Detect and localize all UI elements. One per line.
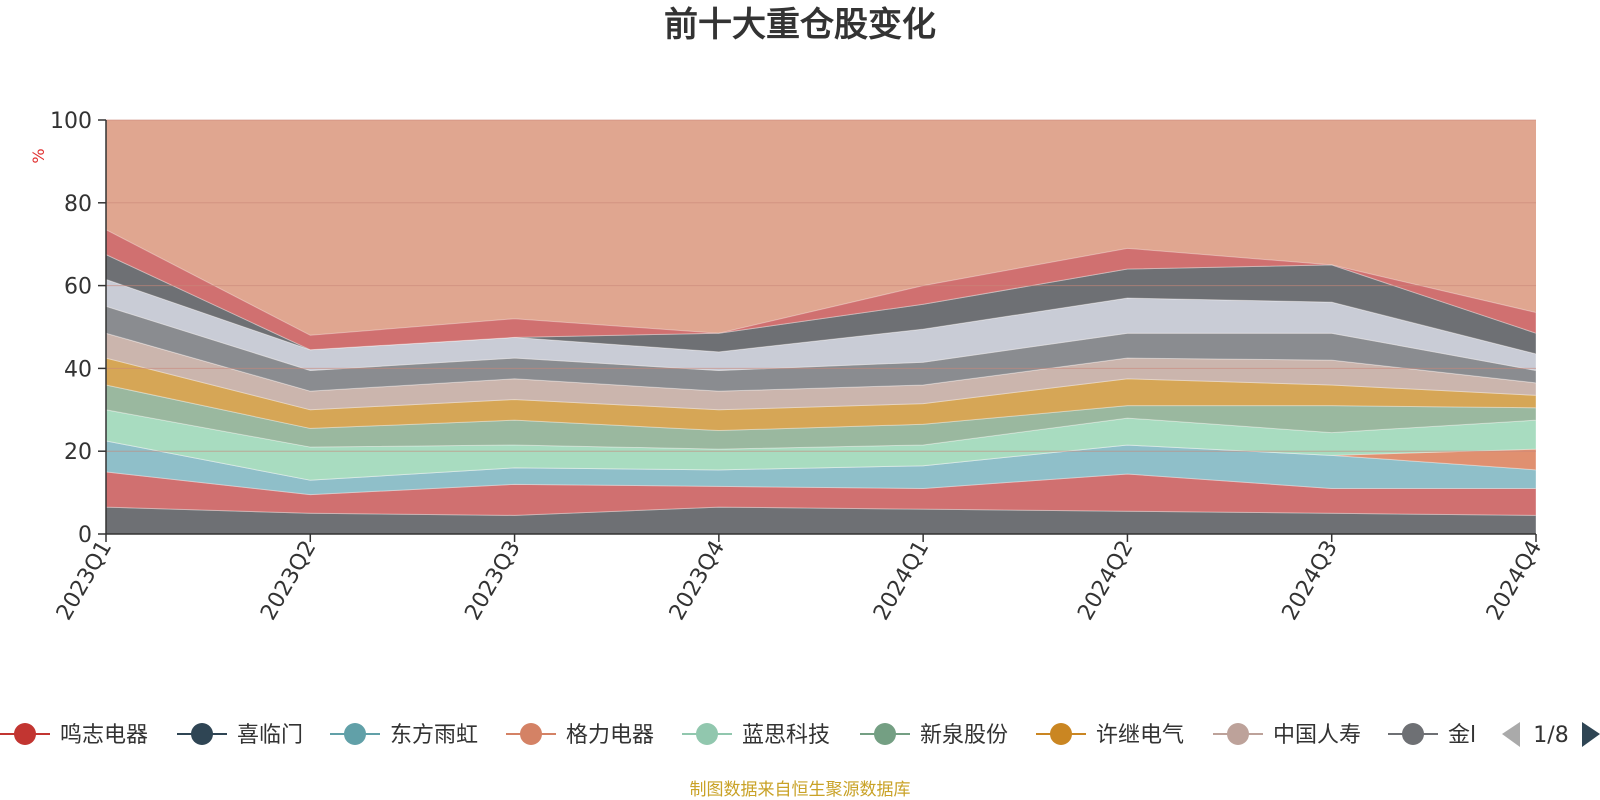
area-layer-1 (105, 471, 1537, 516)
area-layer-2 (105, 440, 1537, 496)
area-layer-4 (105, 409, 1537, 481)
plot-area (105, 120, 1537, 535)
area-layer-3 (105, 440, 1537, 481)
data-source-footer: 制图数据来自恒生聚源数据库 (690, 780, 911, 800)
chart-title: 前十大重仓股变化 (664, 5, 936, 45)
legend-prev-page-icon[interactable] (1502, 722, 1520, 747)
y-tick-label-20: 20 (64, 440, 92, 465)
y-tick-label-0: 0 (78, 523, 92, 548)
area-layer-9 (105, 278, 1537, 372)
legend-label: 格力电器 (566, 723, 654, 748)
legend-next-page-icon[interactable] (1582, 722, 1600, 747)
legend-marker (14, 723, 36, 745)
legend-item-鸣志电器[interactable]: 鸣志电器 (0, 723, 148, 748)
y-tick-label-80: 80 (64, 192, 92, 217)
legend-page-indicator: 1/8 (1533, 723, 1568, 748)
legend-item-许继电气[interactable]: 许继电气 (1036, 723, 1184, 748)
legend-marker (696, 723, 718, 745)
x-tick-label-2024Q1: 2024Q1 (869, 537, 934, 625)
legend-item-喜临门[interactable]: 喜临门 (177, 723, 303, 748)
legend-label: 东方雨虹 (390, 723, 478, 748)
legend-label: 鸣志电器 (60, 723, 148, 748)
y-tick-label-60: 60 (64, 275, 92, 300)
legend-label: 金l (1448, 723, 1476, 748)
area-layer-6 (105, 357, 1537, 432)
legend-item-新泉股份[interactable]: 新泉股份 (860, 723, 1008, 748)
x-tick-label-2023Q2: 2023Q2 (256, 537, 321, 625)
y-tick-label-40: 40 (64, 357, 92, 382)
legend: 鸣志电器 喜临门 东方雨虹 格力电器 蓝思科技 新泉股份 许继电气 中国人寿 金l 1/8 (0, 722, 1600, 748)
legend-label: 喜临门 (237, 723, 303, 748)
y-axis-unit: % (29, 148, 48, 163)
area-layer-5 (105, 384, 1537, 450)
x-tick-label-2023Q3: 2023Q3 (460, 537, 525, 625)
area-layer-11 (105, 228, 1537, 351)
legend-marker (1402, 723, 1424, 745)
legend-label: 中国人寿 (1273, 723, 1361, 748)
area-layer-7 (105, 332, 1537, 411)
legend-marker (1050, 723, 1072, 745)
area-layer-8 (105, 305, 1537, 392)
legend-item-金l[interactable]: 金l (1388, 723, 1476, 748)
x-tick-label-2024Q3: 2024Q3 (1278, 537, 1343, 625)
legend-label: 许继电气 (1096, 723, 1184, 748)
legend-item-蓝思科技[interactable]: 蓝思科技 (682, 723, 830, 748)
x-tick-label-2024Q2: 2024Q2 (1073, 537, 1138, 625)
legend-marker (191, 723, 213, 745)
x-tick-label-2024Q4: 2024Q4 (1482, 537, 1547, 625)
legend-marker (520, 723, 542, 745)
legend-marker (1227, 723, 1249, 745)
legend-marker (874, 723, 896, 745)
legend-marker (344, 723, 366, 745)
legend-label: 蓝思科技 (742, 723, 830, 748)
y-tick-label-100: 100 (50, 109, 92, 134)
x-tick-label-2023Q1: 2023Q1 (52, 537, 117, 625)
legend-label: 新泉股份 (920, 723, 1008, 748)
legend-item-中国人寿[interactable]: 中国人寿 (1213, 723, 1361, 748)
legend-item-东方雨虹[interactable]: 东方雨虹 (330, 723, 478, 748)
x-tick-label-2023Q4: 2023Q4 (665, 537, 730, 625)
legend-item-格力电器[interactable]: 格力电器 (506, 723, 654, 748)
